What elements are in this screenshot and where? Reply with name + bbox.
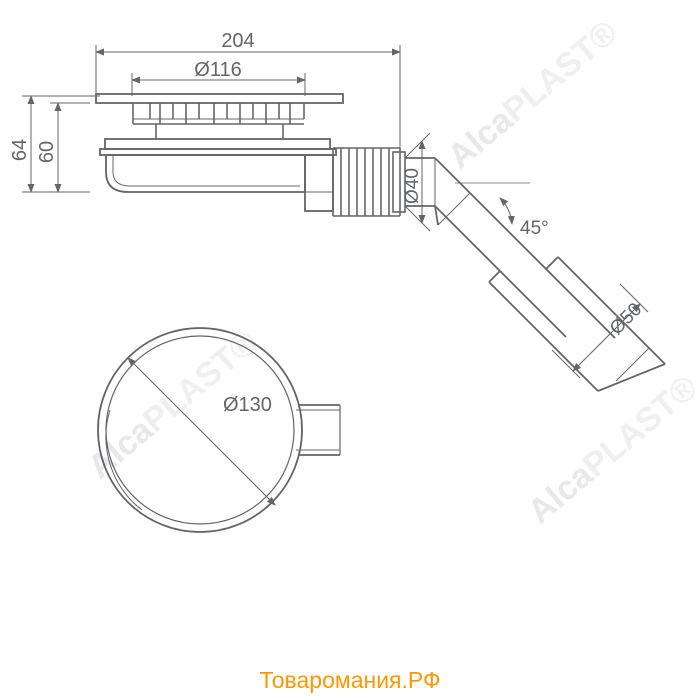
wm-light: PLAST [136, 339, 246, 440]
wm-light: PLAST [576, 384, 686, 485]
footer-watermark: Товаромания.РФ [0, 667, 700, 694]
dim-dia-40: Ø40 [402, 168, 423, 204]
dim-h-60: 60 [36, 141, 58, 163]
dim-angle-45: 45° [520, 218, 549, 239]
wm-light: PLAST [496, 29, 606, 130]
side-view [22, 45, 665, 391]
svg-text:AlcaPLAST®: AlcaPLAST® [441, 13, 625, 176]
page: AlcaPLAST® AlcaPLAST® AlcaPLAST® [0, 0, 700, 700]
dim-dia-116: Ø116 [194, 59, 241, 81]
technical-drawing: AlcaPLAST® AlcaPLAST® AlcaPLAST® [0, 0, 700, 700]
watermark-1: AlcaPLAST® [441, 13, 625, 176]
dim-dia-130: Ø130 [223, 394, 272, 416]
dim-width-204: 204 [221, 30, 254, 52]
dim-h-64: 64 [9, 139, 31, 161]
svg-text:AlcaPLAST®: AlcaPLAST® [521, 368, 700, 531]
dim-dia-50: Ø50 [606, 299, 646, 339]
watermark-3: AlcaPLAST® [521, 368, 700, 531]
